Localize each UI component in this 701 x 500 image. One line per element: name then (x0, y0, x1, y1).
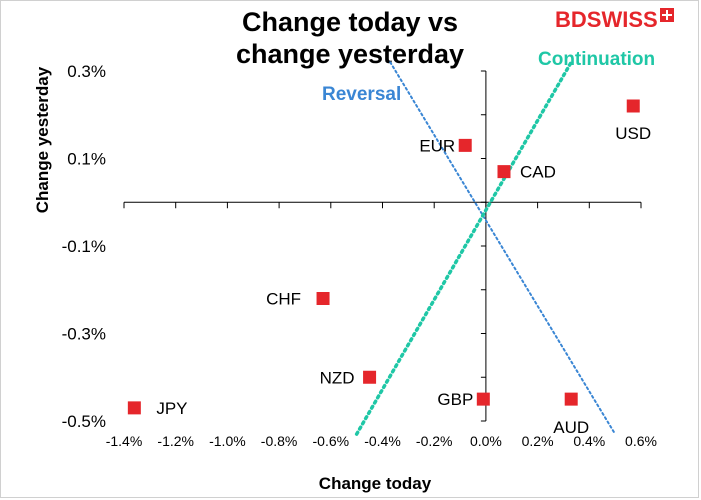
point-nzd (363, 370, 377, 384)
x-tick-label: 0.6% (625, 433, 657, 449)
x-tick-label: 0.2% (522, 433, 554, 449)
y-axis-label: Change yesterday (33, 66, 52, 214)
point-label-chf: CHF (266, 290, 301, 309)
reversal-annotation: Reversal (322, 84, 402, 105)
point-label-nzd: NZD (320, 368, 355, 387)
point-label-cad: CAD (520, 163, 556, 182)
point-label-aud: AUD (553, 418, 589, 437)
x-axis-label: Change today (318, 474, 432, 493)
swiss-cross-icon (659, 8, 674, 22)
bdswiss-logo: BD SWISS (555, 6, 674, 34)
point-label-usd: USD (615, 124, 651, 143)
x-tick-label: -0.4% (364, 433, 401, 449)
chart-title-line-2: change yesterday (235, 39, 465, 69)
x-tick-label: -0.2% (416, 433, 453, 449)
point-label-jpy: JPY (156, 399, 187, 418)
point-cad (497, 165, 511, 179)
point-label-eur: EUR (419, 136, 455, 155)
x-tick-label: 0.4% (573, 433, 605, 449)
point-usd (626, 99, 640, 113)
chart-title: Change today vs change yesterday (200, 6, 500, 70)
logo-text-swiss: SWISS (586, 7, 658, 32)
x-tick-label: 0.0% (470, 433, 502, 449)
continuation-annotation: Continuation (538, 49, 656, 70)
point-label-gbp: GBP (437, 390, 473, 409)
point-gbp (476, 392, 490, 406)
y-tick-label: -0.1% (62, 237, 106, 256)
continuation-line (354, 60, 573, 436)
chart-title-line-1: Change today vs (241, 7, 459, 37)
x-tick-label: -1.2% (157, 433, 194, 449)
y-tick-label: 0.3% (67, 62, 106, 81)
x-tick-label: -1.0% (209, 433, 246, 449)
logo-text-bd: BD (555, 7, 587, 32)
x-tick-label: -0.8% (261, 433, 298, 449)
point-jpy (127, 401, 141, 415)
y-tick-label: -0.3% (62, 325, 106, 344)
x-tick-label: -0.6% (313, 433, 350, 449)
x-tick-label: -1.4% (106, 433, 143, 449)
point-chf (316, 292, 330, 305)
point-aud (564, 392, 578, 406)
y-tick-label: 0.1% (67, 150, 106, 169)
y-tick-label: -0.5% (62, 412, 106, 431)
reversal-line (389, 61, 617, 436)
point-eur (458, 138, 472, 152)
